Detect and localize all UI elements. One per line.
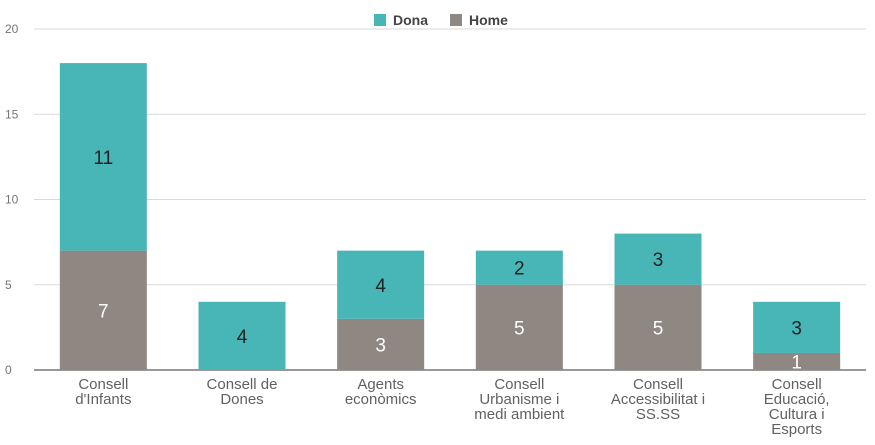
category-label: Cultura i (769, 406, 825, 423)
category-label: Esports (771, 421, 822, 438)
data-label-dona: 2 (514, 259, 525, 280)
y-tick-label: 5 (5, 278, 12, 292)
bar-home[interactable] (337, 318, 425, 370)
data-label-home: 3 (375, 335, 386, 356)
y-tick-label: 15 (5, 107, 19, 121)
category-label: d'Infants (75, 391, 131, 408)
category-label: Accessibilitat i (611, 391, 705, 408)
category-label: econòmics (345, 391, 417, 408)
category-label: Consell (633, 376, 683, 393)
legend-swatch-dona (374, 14, 386, 26)
bar-dona[interactable] (753, 301, 841, 353)
bar-dona[interactable] (614, 233, 702, 285)
category-label: Consell (772, 376, 822, 393)
category-label: medi ambient (474, 406, 565, 423)
bar-dona[interactable] (198, 301, 286, 370)
data-labels: 7 11 4 3 4 5 2 5 3 1 3 (93, 148, 801, 374)
data-label-home: 7 (98, 301, 109, 322)
data-label-home: 1 (791, 352, 802, 373)
category-label: Agents (357, 376, 404, 393)
data-label-dona: 4 (375, 276, 386, 297)
category-label: Consell (494, 376, 544, 393)
legend[interactable]: Dona Home (374, 12, 508, 28)
bar-dona[interactable] (59, 63, 147, 251)
data-label-home: 5 (653, 318, 664, 339)
data-label-home: 5 (514, 318, 525, 339)
category-label: SS.SS (636, 406, 680, 423)
category-label: Urbanisme i (479, 391, 559, 408)
data-label-dona: 3 (791, 318, 802, 339)
category-label: Consell de (207, 376, 278, 393)
y-tick-label: 10 (5, 193, 19, 207)
y-tick-label: 0 (5, 363, 12, 377)
legend-label-dona[interactable]: Dona (393, 12, 428, 28)
bar-home[interactable] (475, 284, 563, 370)
bars (59, 63, 841, 370)
category-label: Consell (78, 376, 128, 393)
gridlines (34, 28, 866, 371)
bar-dona[interactable] (475, 250, 563, 285)
y-axis: 0 5 10 15 20 (5, 22, 19, 377)
y-tick-label: 20 (5, 22, 19, 36)
legend-label-home[interactable]: Home (469, 12, 508, 28)
data-label-dona: 3 (653, 250, 664, 271)
bar-home[interactable] (614, 284, 702, 370)
category-label: Educació, (764, 391, 830, 408)
legend-swatch-home (450, 14, 462, 26)
bar-home[interactable] (753, 352, 841, 370)
category-label: Dones (220, 391, 263, 408)
data-label-dona: 11 (93, 148, 113, 169)
bar-home[interactable] (59, 250, 147, 370)
data-label-dona: 4 (237, 327, 248, 348)
bar-dona[interactable] (337, 250, 425, 319)
